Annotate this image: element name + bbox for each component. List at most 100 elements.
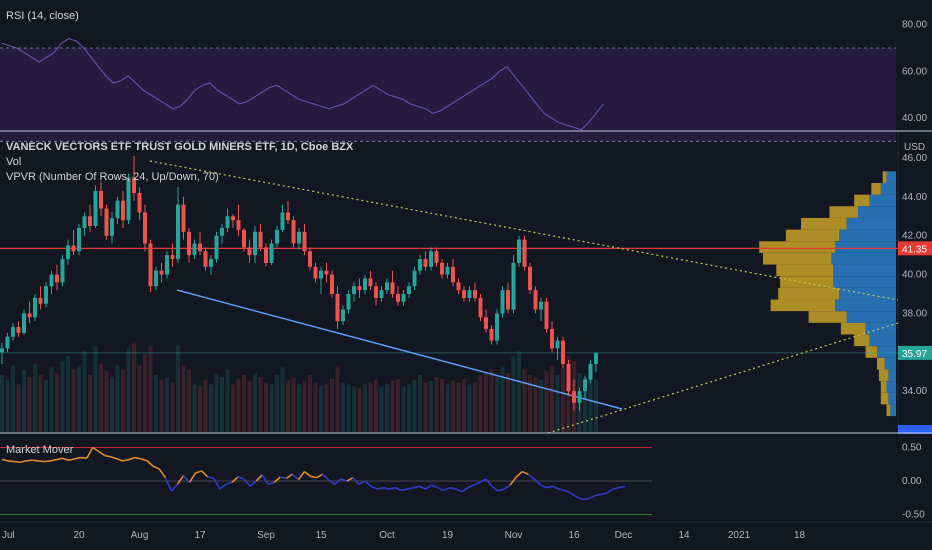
market-mover-segment <box>104 454 112 458</box>
candle-body <box>522 239 527 267</box>
volume-bar <box>533 376 538 432</box>
market-mover-segment <box>509 476 517 486</box>
candle-body <box>401 294 406 302</box>
candle-body <box>148 243 153 287</box>
volume-bar <box>583 376 587 432</box>
candle-body <box>561 340 565 364</box>
candle-body <box>313 266 318 279</box>
volume-bar <box>187 369 191 432</box>
volume-bar <box>539 379 543 432</box>
volume-bar <box>467 384 472 432</box>
market-mover-segment <box>19 460 27 464</box>
vpvr-down-bar <box>839 229 896 242</box>
market-mover-segment <box>358 480 366 486</box>
candle-body <box>544 301 549 329</box>
volume-bar <box>27 376 32 432</box>
candle-body <box>588 363 593 380</box>
market-mover-segment <box>437 486 444 492</box>
market-mover-segment <box>74 456 81 460</box>
volume-bar <box>561 367 565 432</box>
volume-bar <box>506 373 510 432</box>
market-mover-segment <box>273 476 281 483</box>
vpvr-down-bar <box>835 299 896 312</box>
candle-body <box>396 294 400 302</box>
candle-body <box>577 391 582 403</box>
candle-body <box>330 274 334 294</box>
vpvr-up-bar <box>882 171 887 183</box>
chart-title: VANECK VECTORS ETF TRUST GOLD MINERS ETF… <box>6 141 354 153</box>
market-mover-segment <box>497 488 505 492</box>
market-mover-segment <box>134 456 142 460</box>
market-mover-segment <box>606 488 614 494</box>
market-mover-segment <box>389 486 396 490</box>
volume-bar <box>225 369 230 432</box>
volume-bar <box>71 369 76 432</box>
market-mover-segment <box>62 457 69 461</box>
candle-body <box>550 328 554 349</box>
volume-bar <box>330 378 334 432</box>
candle-body <box>385 282 389 291</box>
volume-bar <box>16 384 21 432</box>
volume-bar <box>324 384 329 432</box>
candle-body <box>506 290 510 310</box>
candle-body <box>434 251 439 263</box>
rsi-pane: 80.00 60.00 40.00 <box>0 20 932 142</box>
market-mover-segment <box>255 474 263 482</box>
volume-bar <box>445 384 450 432</box>
market-mover-tick-label: 0.50 <box>902 443 922 454</box>
market-mover-segment <box>158 468 167 479</box>
volume-bar <box>60 360 65 432</box>
market-mover-segment <box>68 458 75 462</box>
time-tick-label: 19 <box>442 530 454 541</box>
volume-bar <box>352 386 356 432</box>
market-mover-segment <box>491 485 499 492</box>
candle-body <box>66 245 70 260</box>
vpvr-down-bar <box>869 194 896 207</box>
volume-bar <box>385 384 389 432</box>
candle-body <box>82 216 87 228</box>
vpvr-down-bar <box>886 381 896 393</box>
market-mover-segment <box>382 486 390 490</box>
candle-body <box>467 290 472 298</box>
rsi-tick-label: 40.00 <box>902 113 927 124</box>
market-mover-segment <box>207 476 214 480</box>
volume-bar <box>137 365 142 432</box>
vpvr-up-bar <box>878 369 889 382</box>
market-mover-segment <box>570 492 578 498</box>
volume-bar <box>401 386 406 432</box>
market-mover-segment <box>14 460 21 464</box>
volume-bar <box>165 376 169 432</box>
volume-bar <box>77 365 81 432</box>
volume-bar <box>99 363 103 432</box>
market-mover-segment <box>521 470 529 476</box>
market-mover-segment <box>152 465 160 470</box>
market-mover-segment <box>249 480 257 487</box>
time-tick-label: Jul <box>2 530 15 541</box>
volume-bar <box>88 375 92 432</box>
market-mover-segment <box>612 486 620 490</box>
vpvr-label: VPVR (Number Of Rows, 24, Up/Down, 70) <box>6 171 219 183</box>
market-mover-segment <box>7 460 15 463</box>
market-mover-segment <box>503 484 511 490</box>
last-price-label: 35.97 <box>902 349 927 360</box>
candle-body <box>341 309 345 322</box>
candle-body <box>500 290 505 314</box>
market-mover-segment <box>515 471 523 478</box>
market-mover-segment <box>394 486 402 492</box>
vpvr-down-bar <box>839 287 896 300</box>
volume-bar <box>434 376 439 432</box>
volume-bar <box>104 371 109 432</box>
market-mover-segment <box>86 447 94 459</box>
last-price-tag <box>898 345 932 360</box>
vpvr-up-bar <box>763 252 832 265</box>
candle-body <box>379 290 384 298</box>
volume-bar <box>407 384 411 432</box>
volume-bar <box>258 376 263 432</box>
market-mover-segment <box>267 481 275 486</box>
market-mover-segment <box>334 478 342 485</box>
market-mover-segment <box>346 476 354 482</box>
candle-body <box>236 220 241 230</box>
candle-body <box>302 231 307 252</box>
vpvr-up-bar <box>871 182 881 195</box>
volume-bar <box>313 382 318 432</box>
